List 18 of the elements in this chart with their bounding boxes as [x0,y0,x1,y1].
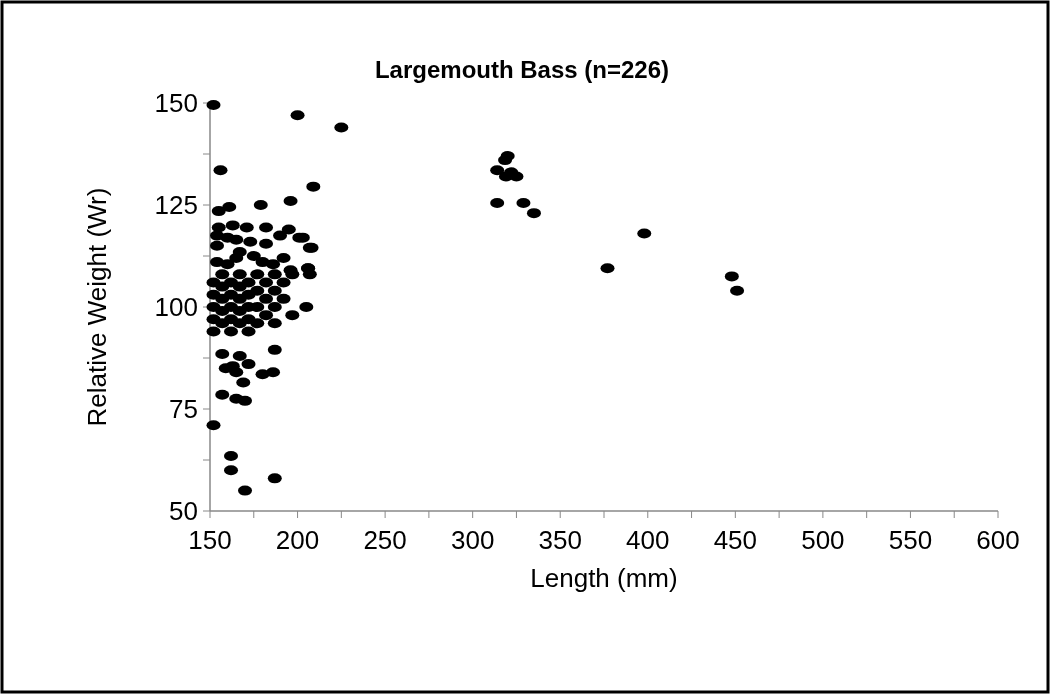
x-tick-label: 250 [363,525,407,555]
x-tick-label: 400 [626,525,670,555]
x-tick-label: 200 [275,525,320,555]
x-tick-label: 150 [188,525,232,555]
x-tick-label: 500 [801,525,845,555]
y-tick-label: 125 [154,190,198,220]
y-tick-label: 150 [154,88,198,118]
y-tick-label: 50 [169,496,198,526]
x-axis-title: Length (mm) [530,563,678,593]
x-tick-label: 600 [976,525,1020,555]
x-tick-label: 300 [450,525,495,555]
x-tick-label: 450 [713,525,758,555]
chart-title: Largemouth Bass (n=226) [374,56,670,83]
y-tick-label: 100 [154,292,198,322]
y-tick-label: 75 [169,394,198,424]
x-tick-label: 550 [888,525,933,555]
y-axis-title: Relative Weight (Wr) [82,187,112,427]
x-tick-label: 350 [538,525,582,555]
